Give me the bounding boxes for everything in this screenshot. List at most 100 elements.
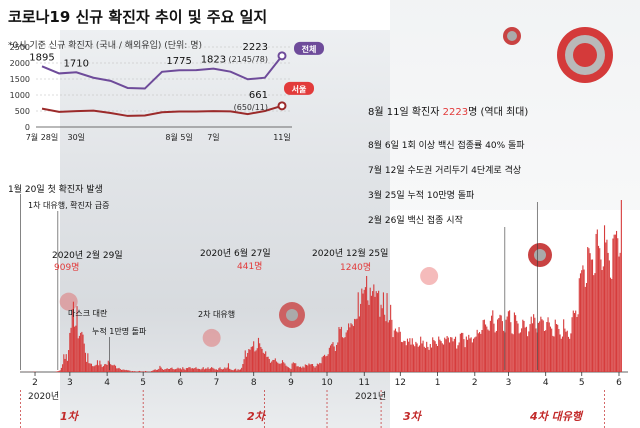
bar xyxy=(583,269,585,372)
bar xyxy=(348,323,350,372)
bar xyxy=(360,303,362,372)
bar xyxy=(553,336,555,372)
bar xyxy=(363,289,365,372)
bar xyxy=(435,343,437,372)
bar xyxy=(453,338,455,372)
bar xyxy=(104,364,106,372)
annotation-wave2: 2차 대유행 xyxy=(198,309,235,319)
virus-icon xyxy=(557,27,613,83)
main-xtick-label: 7 xyxy=(214,378,220,388)
bar xyxy=(406,338,409,372)
wave-3-label: 3차 xyxy=(403,410,423,423)
bar xyxy=(519,332,521,372)
bar xyxy=(522,319,524,372)
bar xyxy=(248,349,250,372)
bar xyxy=(332,342,334,372)
bar xyxy=(305,364,308,372)
bar xyxy=(265,351,267,372)
bar xyxy=(326,355,328,372)
bar xyxy=(337,342,339,372)
bar xyxy=(219,367,221,372)
bar xyxy=(488,330,490,372)
bar xyxy=(280,363,282,372)
bar xyxy=(295,363,297,372)
bar xyxy=(262,352,264,372)
main-bar-chart: 2345678910111212345678 xyxy=(20,194,628,428)
bar xyxy=(381,308,383,372)
bar xyxy=(606,239,608,372)
bar xyxy=(298,367,300,372)
bar xyxy=(150,371,153,372)
bar xyxy=(384,314,386,372)
bar xyxy=(349,327,351,372)
bar xyxy=(571,317,573,372)
wave-1-label: 1차 xyxy=(60,410,80,423)
bar xyxy=(576,316,578,372)
bar xyxy=(596,229,598,372)
bar xyxy=(202,367,204,372)
bar xyxy=(426,341,428,372)
bar xyxy=(199,368,201,372)
bar xyxy=(250,346,252,372)
bar xyxy=(93,366,95,372)
bar xyxy=(304,364,306,372)
bar xyxy=(263,353,266,372)
bar xyxy=(388,320,390,372)
bar xyxy=(368,304,370,372)
bar xyxy=(338,327,340,372)
bar xyxy=(503,330,505,372)
bar xyxy=(417,346,419,372)
bar xyxy=(175,369,177,372)
bar xyxy=(229,368,231,372)
bar xyxy=(86,361,88,372)
bar xyxy=(284,363,286,372)
bar xyxy=(545,330,547,372)
bar xyxy=(446,336,448,372)
bar xyxy=(493,323,495,372)
bar xyxy=(400,341,403,372)
bar xyxy=(230,369,232,372)
bar xyxy=(182,367,184,372)
bar xyxy=(290,369,292,372)
bar xyxy=(244,350,246,372)
bar xyxy=(409,338,411,372)
bar xyxy=(257,337,260,372)
bar xyxy=(390,304,392,372)
bar xyxy=(231,369,233,372)
bar xyxy=(591,259,594,372)
bar xyxy=(232,370,234,372)
annotation-peak2-date: 2020년 6월 27일 xyxy=(200,247,271,259)
bar xyxy=(489,320,491,372)
bar xyxy=(80,332,82,372)
bar xyxy=(60,367,62,372)
inset-value-label: 1710 xyxy=(64,58,89,69)
main-xtick-label: 3 xyxy=(67,378,73,388)
bar xyxy=(448,342,451,372)
bar xyxy=(480,333,482,372)
bar xyxy=(505,319,507,372)
bar xyxy=(357,292,359,372)
bar xyxy=(114,365,117,372)
annotation-peak1-value: 909명 xyxy=(54,262,79,273)
bar xyxy=(418,345,421,372)
bar xyxy=(287,367,290,372)
bar xyxy=(563,319,565,372)
bar xyxy=(414,346,416,372)
bar xyxy=(440,341,442,372)
bar xyxy=(499,314,501,372)
bar xyxy=(475,336,477,372)
bar xyxy=(96,360,99,372)
peak-note-prefix: 8월 11일 확진자 xyxy=(368,106,439,118)
inset-seoul-badge xyxy=(284,81,314,95)
bar xyxy=(565,331,567,372)
peak-highlight xyxy=(202,328,221,347)
bar xyxy=(587,247,589,372)
bar xyxy=(584,286,586,372)
bar xyxy=(319,362,321,372)
bar xyxy=(564,328,566,372)
virus-icon xyxy=(279,302,305,328)
bar xyxy=(530,316,532,372)
bar xyxy=(518,333,520,372)
bar xyxy=(366,275,368,372)
